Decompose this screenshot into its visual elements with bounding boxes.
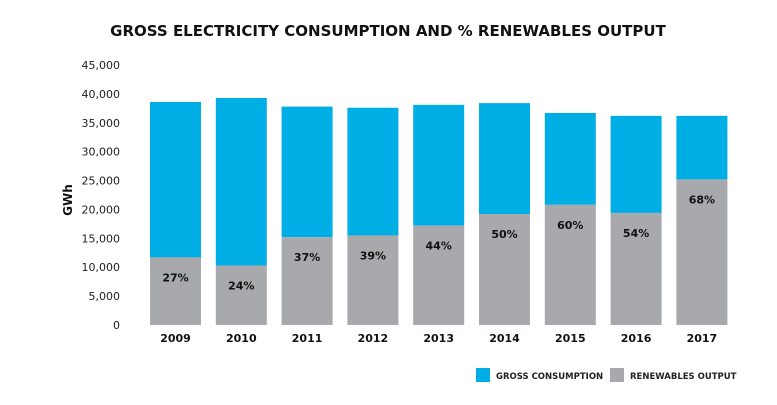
data-label: 50% [491,228,517,241]
y-tick-label: 40,000 [82,88,121,101]
y-tick-label: 5,000 [89,290,121,303]
y-axis-label: GWh [61,184,75,216]
y-tick-label: 20,000 [82,203,121,216]
y-tick-label: 0 [113,319,120,332]
bar-gross-consumption [610,115,662,213]
y-tick-label: 10,000 [82,261,121,274]
x-tick-label: 2017 [687,332,718,345]
x-tick-label: 2013 [423,332,454,345]
x-tick-label: 2009 [160,332,191,345]
bar-renewables-output [610,212,662,325]
x-tick-label: 2010 [226,332,257,345]
bar-renewables-output [281,237,333,325]
y-tick-label: 25,000 [82,175,121,188]
bar-renewables-output [347,235,399,325]
legend-label: GROSS CONSUMPTION [496,372,603,382]
legend-label: RENEWABLES OUTPUT [630,372,737,382]
bar-renewables-output [479,214,530,325]
data-label: 68% [689,193,715,206]
data-label: 39% [360,249,386,262]
data-label: 24% [228,279,254,292]
x-tick-label: 2012 [358,332,389,345]
bar-renewables-output [215,265,267,325]
y-tick-label: 45,000 [82,59,121,72]
y-tick-label: 35,000 [82,117,121,130]
bar-gross-consumption [413,104,465,226]
legend-swatch [610,368,624,382]
x-tick-label: 2016 [621,332,652,345]
y-tick-label: 30,000 [82,146,121,159]
chart-title: GROSS ELECTRICITY CONSUMPTION AND % RENE… [110,22,666,40]
bar-gross-consumption [150,101,201,258]
bar-renewables-output [413,225,465,325]
data-label: 60% [557,219,583,232]
legend-swatch [476,368,490,382]
x-tick-label: 2014 [489,332,520,345]
bar-gross-consumption [676,115,728,180]
y-tick-label: 15,000 [82,232,121,245]
bar-gross-consumption [215,97,267,266]
data-label: 44% [426,240,452,253]
bar-renewables-output [676,179,728,325]
bar-gross-consumption [544,112,596,205]
data-label: 27% [162,271,188,284]
bar-gross-consumption [347,107,399,236]
bar-gross-consumption [479,103,530,215]
bar-renewables-output [544,204,596,325]
bar-renewables-output [150,257,201,325]
x-tick-label: 2015 [555,332,586,345]
data-label: 37% [294,251,320,264]
bar-gross-consumption [281,106,333,238]
x-tick-label: 2011 [292,332,323,345]
data-label: 54% [623,227,649,240]
